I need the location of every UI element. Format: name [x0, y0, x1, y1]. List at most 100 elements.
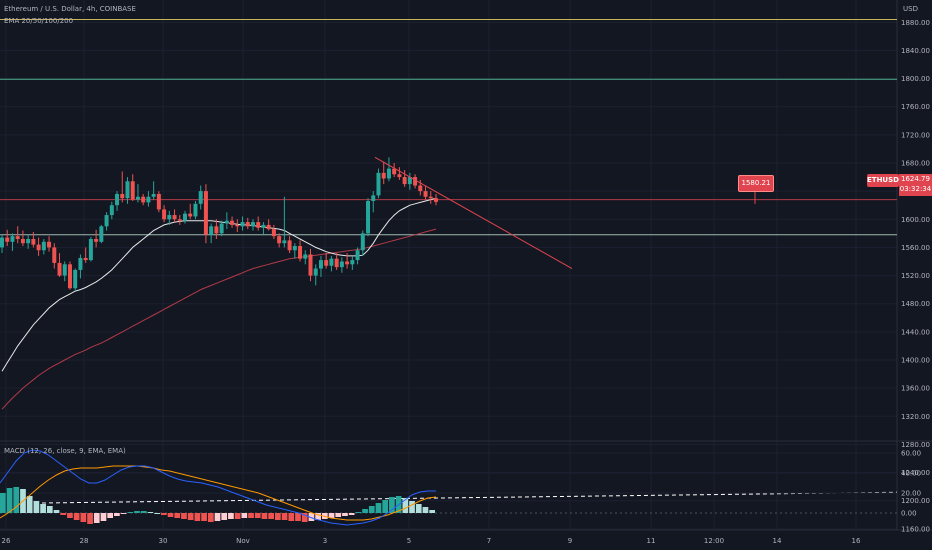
- candle-body: [104, 215, 109, 227]
- macd-tick-label: 0.00: [901, 510, 917, 518]
- candle-body: [287, 240, 292, 251]
- candle-body: [47, 241, 52, 248]
- macd-histogram-bar: [375, 503, 382, 513]
- macd-histogram-bar: [13, 487, 20, 513]
- candle-body: [266, 224, 271, 230]
- candle-body: [292, 246, 297, 251]
- time-tick-label: 12:00: [704, 537, 724, 545]
- macd-histogram-bar: [187, 513, 194, 520]
- resistance-trendline: [374, 156, 573, 269]
- ema-slow-line: [1, 228, 437, 410]
- candle-body: [360, 233, 365, 251]
- macd-legend[interactable]: MACD (12, 26, close, 9, EMA, EMA): [4, 447, 126, 455]
- candle-body: [355, 250, 360, 261]
- candle-body: [407, 177, 412, 185]
- candle-body: [366, 200, 371, 234]
- macd-histogram-bar: [342, 513, 348, 516]
- price-tick-label: 1320.00: [901, 413, 930, 421]
- macd-tick-label: 20.00: [901, 490, 921, 498]
- macd-histogram-bar: [114, 513, 120, 516]
- price-axis: USD1920.001880.001840.001800.001760.0017…: [901, 5, 930, 533]
- macd-histogram-bar: [355, 512, 362, 513]
- macd-histogram-bar: [368, 506, 375, 513]
- candle-body: [172, 215, 177, 220]
- time-tick-label: 7: [487, 537, 491, 545]
- macd-histogram-bar: [0, 493, 6, 513]
- candle-body: [376, 172, 381, 196]
- macd-histogram-bar: [120, 513, 127, 514]
- candle-body: [183, 213, 188, 221]
- macd-histogram-bar: [33, 501, 40, 513]
- macd-histogram-bar: [402, 498, 409, 513]
- candle-body: [135, 196, 140, 200]
- macd-histogram-bar: [207, 513, 214, 522]
- macd-histogram-bar: [26, 496, 33, 513]
- candle-body: [428, 196, 433, 199]
- price-tick-label: 1440.00: [901, 328, 930, 336]
- candle-body: [0, 237, 4, 248]
- time-tick-label: 3: [323, 537, 327, 545]
- macd-histogram-bar: [362, 509, 368, 513]
- macd-line: [0, 449, 436, 526]
- time-tick-label: 28: [80, 537, 89, 545]
- bar-countdown: 03:32:34: [899, 185, 932, 193]
- macd-histogram-bar: [100, 513, 107, 521]
- macd-histogram-bar: [140, 511, 147, 513]
- candle-body: [245, 222, 250, 227]
- time-tick-label: 26: [2, 537, 11, 545]
- candle-body: [31, 238, 36, 245]
- time-tick-label: 5: [407, 537, 411, 545]
- macd-histogram-bar: [241, 513, 248, 518]
- price-alert-badge[interactable]: 1580.21: [738, 175, 774, 192]
- candle-body: [177, 219, 182, 221]
- price-tick-label: 1600.00: [901, 216, 930, 224]
- candle-body: [141, 196, 146, 203]
- candle-body: [339, 261, 344, 268]
- macd-histogram-bar: [348, 513, 355, 515]
- candle-body: [261, 224, 266, 228]
- macd-histogram-bar: [167, 513, 174, 517]
- price-tick-label: 1560.00: [901, 244, 930, 252]
- price-tick-label: 1720.00: [901, 131, 930, 139]
- candle-body: [219, 223, 224, 234]
- candle-body: [167, 215, 172, 220]
- macd-histogram-bar: [328, 513, 335, 518]
- price-tick-label: 1400.00: [901, 357, 930, 365]
- candle-body: [10, 236, 15, 242]
- candle-body: [151, 193, 156, 197]
- price-tick-label: 1360.00: [901, 385, 930, 393]
- candle-body: [188, 213, 193, 217]
- candle-body: [214, 226, 219, 234]
- time-tick-label: 11: [647, 537, 656, 545]
- candle-body: [224, 220, 229, 224]
- candle-body: [57, 262, 62, 276]
- indicator-legend[interactable]: EMA 20/50/100/200: [4, 17, 74, 25]
- macd-histogram-bar: [295, 513, 301, 521]
- macd-histogram-bar: [60, 513, 67, 515]
- macd-histogram-bar: [248, 513, 254, 518]
- candle-body: [26, 238, 31, 244]
- candle-body: [418, 185, 423, 192]
- macd-histogram-bar: [409, 501, 415, 513]
- macd-histogram-bar: [127, 512, 134, 513]
- dashed-trendline: [0, 491, 898, 505]
- candle-body: [120, 193, 125, 199]
- candle-body: [115, 193, 120, 206]
- last-price-badge: 1624.79 03:32:34: [899, 174, 932, 196]
- time-tick-label: Nov: [236, 537, 250, 545]
- candle-body: [413, 177, 418, 186]
- symbol-legend[interactable]: Ethereum / U.S. Dollar, 4h, COINBASE: [4, 5, 136, 13]
- candle-body: [41, 241, 46, 251]
- candle-body: [156, 193, 161, 210]
- macd-histogram-bar: [301, 513, 308, 522]
- time-tick-label: 9: [568, 537, 572, 545]
- price-tick-label: 1520.00: [901, 272, 930, 280]
- price-tick-label: 1880.00: [901, 19, 930, 27]
- macd-histogram-bar: [194, 513, 201, 521]
- time-tick-label: 30: [159, 537, 168, 545]
- macd-histogram-bar: [261, 513, 268, 519]
- price-tick-label: 1760.00: [901, 103, 930, 111]
- macd-histogram-bar: [335, 513, 342, 517]
- macd-tick-label: 40.00: [901, 470, 921, 478]
